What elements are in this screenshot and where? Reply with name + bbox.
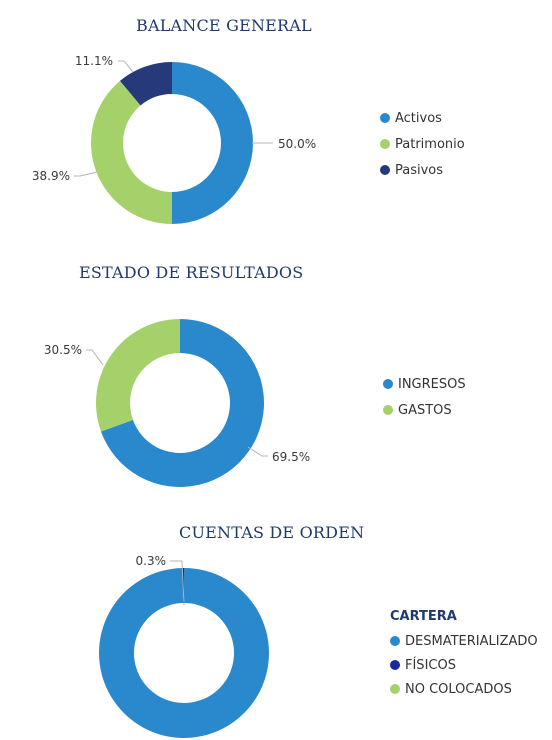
data-label-ingresos: 69.5% <box>272 450 310 464</box>
estado-de-resultados-title: ESTADO DE RESULTADOS <box>79 263 304 282</box>
leader-line-pasivos <box>118 60 134 73</box>
slice-pasivos[interactable] <box>119 62 172 106</box>
slice-gastos[interactable] <box>95 319 180 432</box>
pasivos-swatch <box>380 165 390 175</box>
balance-general-title: BALANCE GENERAL <box>136 16 312 35</box>
legend-label-pasivos: Pasivos <box>395 162 444 178</box>
leader-line-gastos <box>86 349 104 366</box>
gastos-swatch <box>383 405 393 415</box>
legend-label-ingresos: INGRESOS <box>398 376 466 392</box>
legend-label-no-colocados: NO COLOCADOS <box>405 681 512 697</box>
legend-item-pasivos[interactable]: Pasivos <box>380 157 465 183</box>
legend-label-activos: Activos <box>395 110 442 126</box>
legend-item-desmaterializado[interactable]: DESMATERIALIZADO <box>390 629 538 653</box>
estado-de-resultados-donut: 69.5% 30.5% <box>44 319 310 487</box>
slice-desmaterializado[interactable] <box>98 568 269 738</box>
cuentas-de-orden-donut: 0.3% <box>98 554 269 738</box>
legend-title-cartera: CARTERA <box>390 609 457 624</box>
data-label-patrimonio: 38.9% <box>32 169 70 183</box>
ingresos-swatch <box>383 379 393 389</box>
legend-item-ingresos[interactable]: INGRESOS <box>383 371 466 397</box>
slice-ingresos[interactable] <box>100 319 264 487</box>
estado-de-resultados-legend: INGRESOS GASTOS <box>383 371 466 423</box>
balance-general-legend: Activos Patrimonio Pasivos <box>380 105 465 183</box>
legend-item-no-colocados[interactable]: NO COLOCADOS <box>390 677 538 701</box>
patrimonio-swatch <box>380 139 390 149</box>
slice-activos[interactable] <box>172 62 253 224</box>
legend-item-fisicos[interactable]: FÍSICOS <box>390 653 538 677</box>
slice-patrimonio[interactable] <box>90 80 172 225</box>
legend-item-patrimonio[interactable]: Patrimonio <box>380 131 465 157</box>
balance-general-donut: 50.0% 38.9% 11.1% <box>32 54 316 225</box>
fisicos-swatch <box>390 660 400 670</box>
legend-item-activos[interactable]: Activos <box>380 105 465 131</box>
cuentas-de-orden-legend: CARTERA DESMATERIALIZADO FÍSICOS NO COLO… <box>390 607 538 701</box>
legend-label-gastos: GASTOS <box>398 402 452 418</box>
activos-swatch <box>380 113 390 123</box>
no-colocados-swatch <box>390 684 400 694</box>
leader-line-fisicos <box>170 560 185 606</box>
leader-line-ingresos <box>247 446 268 457</box>
desmaterializado-swatch <box>390 636 400 646</box>
cuentas-de-orden-title: CUENTAS DE ORDEN <box>179 523 365 542</box>
legend-item-gastos[interactable]: GASTOS <box>383 397 466 423</box>
legend-label-desmaterializado: DESMATERIALIZADO <box>405 633 538 649</box>
data-label-gastos: 30.5% <box>44 343 82 357</box>
data-label-activos: 50.0% <box>278 137 316 151</box>
legend-label-fisicos: FÍSICOS <box>405 657 456 673</box>
leader-line-patrimonio <box>74 171 98 177</box>
data-label-pasivos: 11.1% <box>75 54 113 68</box>
legend-label-patrimonio: Patrimonio <box>395 136 465 152</box>
data-label-fisicos: 0.3% <box>136 554 167 568</box>
